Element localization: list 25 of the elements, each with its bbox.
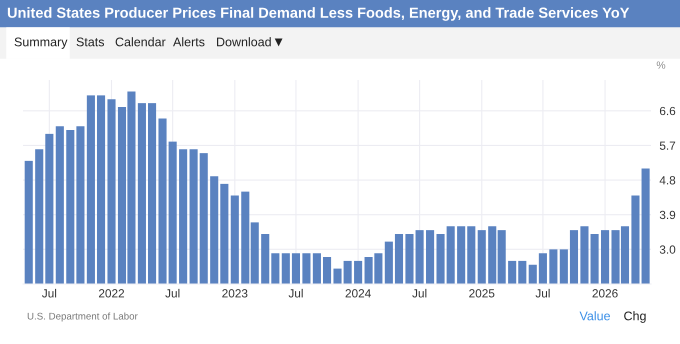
x-tick-label: Jul (165, 288, 180, 298)
text: Value (580, 311, 610, 320)
x-tick-label: 2024 (346, 289, 371, 298)
y-tick-label: 6.6 (660, 106, 676, 116)
text: Stats (76, 38, 104, 46)
chart-title: United States Producer Prices Final Demand Less Foods, Energy, and Trade Services YoY (8, 7, 630, 21)
x-tick-label: 2025 (469, 289, 494, 298)
y-tick-label: 5.7 (660, 142, 676, 150)
x-tick-label: Jul (412, 288, 426, 298)
x-tick-label: Jul (536, 288, 550, 298)
text: Chg (624, 311, 646, 323)
text: Calendar (116, 37, 166, 46)
text: Alerts (173, 37, 204, 46)
y-tick-label: 3.9 (660, 210, 676, 220)
text: Download (217, 37, 271, 46)
text: U.S. Department of Labor (28, 312, 138, 322)
x-tick-label: 2022 (98, 289, 124, 298)
y-axis-title: % (656, 61, 666, 69)
x-tick-label: 2023 (222, 289, 248, 298)
y-tick-label: 3.0 (660, 245, 676, 254)
x-tick-label: Jul (42, 288, 56, 298)
x-tick-label: Jul (288, 288, 303, 298)
text: Summary (14, 38, 68, 49)
x-tick-label: 2026 (592, 289, 618, 298)
y-tick-label: 4.8 (660, 176, 676, 184)
